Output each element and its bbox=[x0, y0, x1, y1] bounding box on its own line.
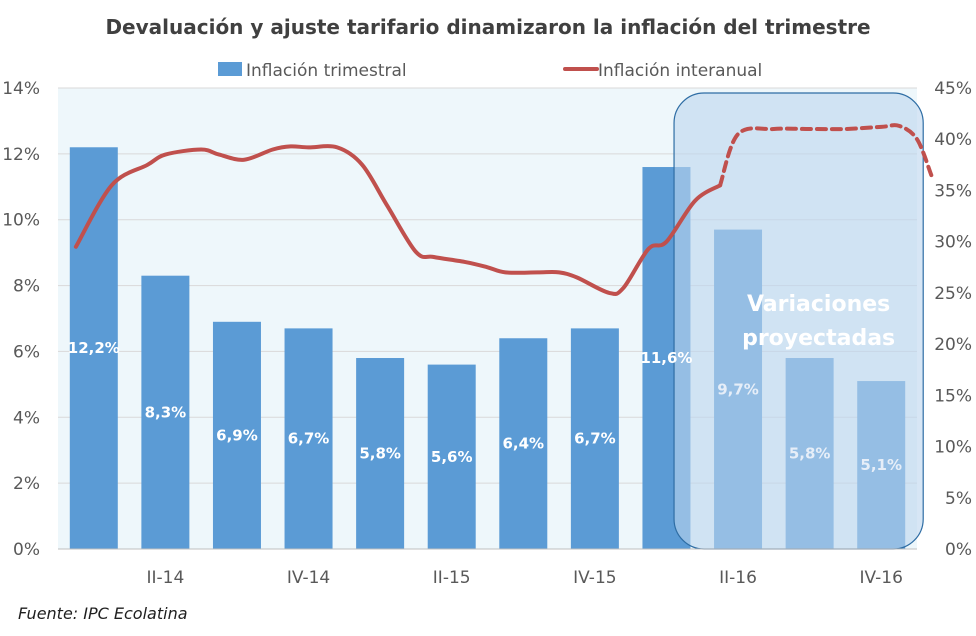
x-tick: II-15 bbox=[433, 568, 471, 588]
chart-title: Devaluación y ajuste tarifario dinamizar… bbox=[105, 15, 870, 39]
bar-label: 5,6% bbox=[431, 448, 473, 466]
y-tick-right: 5% bbox=[945, 489, 972, 509]
legend-label-interanual: Inflación interanual bbox=[598, 61, 762, 81]
projection-label-line2: proyectadas bbox=[742, 326, 895, 351]
legend-bar-swatch bbox=[218, 62, 242, 76]
bar bbox=[284, 328, 333, 549]
bar bbox=[141, 275, 190, 549]
bar-label: 5,1% bbox=[860, 456, 902, 474]
projection-label-line1: Variaciones bbox=[747, 292, 890, 317]
bar-label: 6,9% bbox=[216, 426, 258, 444]
bar-label: 6,7% bbox=[574, 430, 616, 448]
line-interanual-projected bbox=[718, 123, 934, 188]
y-axis-right: 0% 5% 10% 15% 20% 25% 30% 35% 40% 45% bbox=[934, 79, 972, 560]
y-axis-left: 0% 2% 4% 6% 8% 10% 12% 14% bbox=[2, 79, 40, 560]
bar-label: 5,8% bbox=[789, 445, 831, 463]
y-tick-right: 10% bbox=[934, 438, 972, 458]
y-tick-right: 40% bbox=[934, 130, 972, 150]
bar-label: 5,8% bbox=[359, 445, 401, 463]
y-tick-right: 20% bbox=[934, 335, 972, 355]
source-note: Fuente: IPC Ecolatina bbox=[18, 604, 188, 623]
y-tick-left: 2% bbox=[13, 474, 40, 494]
y-tick-left: 8% bbox=[13, 277, 40, 297]
bar bbox=[499, 338, 548, 549]
y-tick-left: 12% bbox=[2, 145, 40, 165]
x-tick: IV-14 bbox=[287, 568, 330, 588]
bar-label: 6,4% bbox=[502, 435, 544, 453]
x-axis: II-14 IV-14 II-15 IV-15 II-16 IV-16 bbox=[146, 568, 902, 588]
line-interanual-actual bbox=[73, 144, 723, 296]
x-tick: IV-15 bbox=[573, 568, 616, 588]
y-tick-left: 10% bbox=[2, 211, 40, 231]
y-tick-right: 35% bbox=[934, 181, 972, 201]
bar-label: 6,7% bbox=[288, 430, 330, 448]
y-tick-right: 25% bbox=[934, 284, 972, 304]
bar-label: 12,2% bbox=[68, 339, 120, 357]
y-tick-left: 6% bbox=[13, 342, 40, 362]
x-tick: II-14 bbox=[146, 568, 184, 588]
bar bbox=[570, 328, 619, 549]
bar bbox=[212, 321, 261, 549]
bar-labels: 12,2% 8,3% 6,9% 6,7% 5,8% 5,6% 6,4% 6,7% 11,6% 9,… bbox=[68, 339, 902, 474]
x-tick: IV-16 bbox=[859, 568, 902, 588]
y-tick-right: 15% bbox=[934, 386, 972, 406]
y-tick-right: 30% bbox=[934, 233, 972, 253]
y-tick-right: 0% bbox=[945, 540, 972, 560]
bar bbox=[427, 364, 476, 549]
y-tick-right: 45% bbox=[934, 79, 972, 99]
bar-label: 9,7% bbox=[717, 380, 759, 398]
bar-label: 11,6% bbox=[640, 349, 692, 367]
legend: Inflación trimestral Inflación interanua… bbox=[218, 61, 762, 81]
y-tick-left: 0% bbox=[13, 540, 40, 560]
legend-label-trimestral: Inflación trimestral bbox=[246, 61, 407, 81]
x-tick: II-16 bbox=[719, 568, 757, 588]
bar bbox=[356, 358, 405, 549]
bar-label: 8,3% bbox=[145, 403, 187, 421]
y-tick-left: 4% bbox=[13, 408, 40, 428]
projection-box bbox=[673, 92, 924, 550]
y-tick-left: 14% bbox=[2, 79, 40, 99]
